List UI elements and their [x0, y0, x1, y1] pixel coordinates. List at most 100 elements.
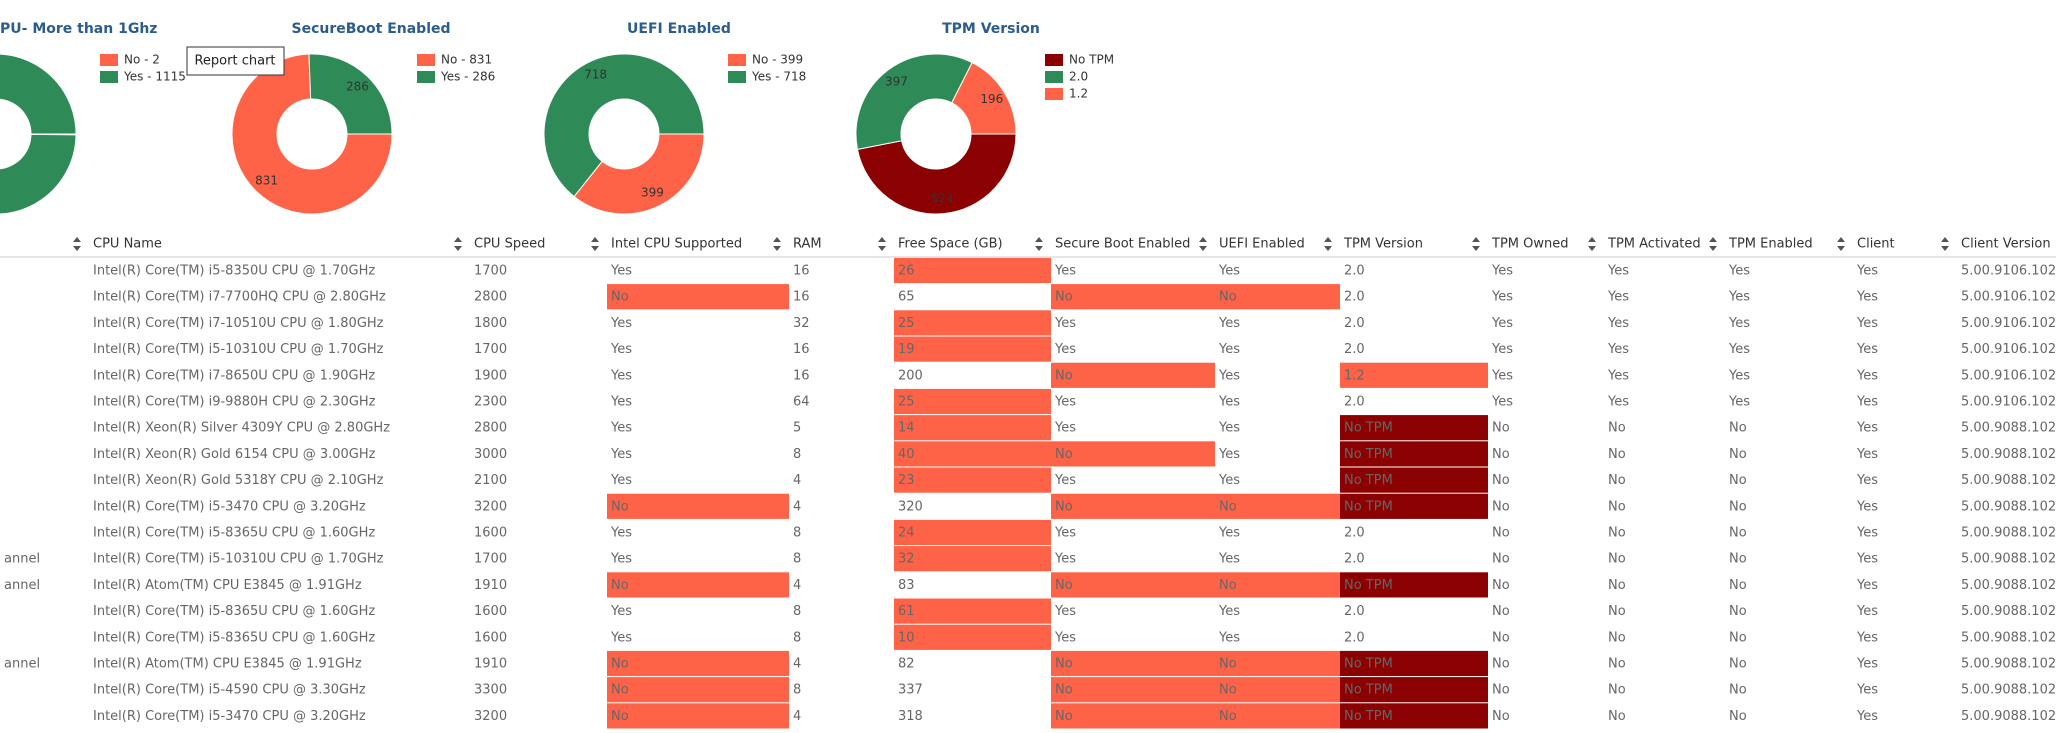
table-cell: No	[1055, 447, 1073, 462]
sort-icon[interactable]	[73, 237, 81, 251]
column-header[interactable]: TPM Owned	[1491, 237, 1568, 252]
sort-icon[interactable]	[1588, 237, 1596, 251]
table-cell: Yes	[1856, 578, 1878, 593]
table-cell: No	[1492, 499, 1510, 514]
column-header[interactable]: TPM Activated	[1607, 237, 1701, 252]
table-cell: 3000	[474, 447, 507, 462]
table-cell: 4	[793, 473, 801, 488]
table-cell: 1900	[474, 368, 507, 383]
column-header[interactable]: Client Version	[1961, 237, 2051, 252]
column-header[interactable]: RAM	[793, 237, 822, 252]
table-cell: 1910	[474, 657, 507, 672]
column-header[interactable]: CPU Speed	[474, 237, 545, 252]
table-cell: No	[1608, 578, 1626, 593]
table-cell: No	[1608, 447, 1626, 462]
table-cell: Yes	[1218, 368, 1240, 383]
sort-icon[interactable]	[1472, 237, 1480, 251]
legend-label: No - 831	[441, 53, 492, 67]
column-header[interactable]: CPU Name	[93, 237, 162, 252]
cell-highlight	[607, 703, 789, 729]
table-cell: Yes	[1218, 552, 1240, 567]
table-cell: 2.0	[1344, 604, 1365, 619]
table-cell: 4	[793, 657, 801, 672]
chart-title: SecureBoot Enabled	[291, 21, 450, 37]
cell-highlight	[1051, 650, 1215, 677]
table-cell: Yes	[1054, 264, 1076, 279]
column-header[interactable]: UEFI Enabled	[1219, 237, 1305, 252]
legend-swatch	[417, 54, 435, 66]
table-cell: Yes	[610, 526, 632, 541]
table-cell: Intel(R) Core(TM) i7-8650U CPU @ 1.90GHz	[93, 368, 375, 383]
table-cell: Yes	[1728, 316, 1750, 331]
table-cell: annel	[4, 552, 40, 567]
table-cell: No	[611, 290, 629, 305]
pie-slice	[543, 53, 705, 198]
legend-label: No - 2	[124, 53, 160, 67]
table-cell: 2800	[474, 421, 507, 436]
sort-icon[interactable]	[1324, 237, 1332, 251]
table-cell: No	[1055, 683, 1073, 698]
column-header[interactable]: Intel CPU Supported	[611, 237, 742, 252]
table-cell: No	[1729, 421, 1747, 436]
table-cell: 65	[898, 290, 915, 305]
table-cell: 1800	[474, 316, 507, 331]
sort-icon[interactable]	[454, 237, 462, 251]
table-cell: 83	[898, 578, 915, 593]
sort-icon[interactable]	[773, 237, 781, 251]
sort-icon[interactable]	[1035, 237, 1043, 251]
table-cell: Yes	[1054, 630, 1076, 645]
table-cell: Yes	[1218, 264, 1240, 279]
sort-icon[interactable]	[878, 237, 886, 251]
table-cell: Intel(R) Xeon(R) Gold 6154 CPU @ 3.00GHz	[93, 447, 376, 462]
table-cell: Intel(R) Core(TM) i5-8350U CPU @ 1.70GHz	[93, 264, 375, 279]
table-cell: 16	[793, 264, 810, 279]
table-cell: No	[1492, 657, 1510, 672]
sort-icon[interactable]	[1709, 237, 1717, 251]
table-cell: Intel(R) Core(TM) i5-4590 CPU @ 3.30GHz	[93, 683, 366, 698]
table-cell: No	[1608, 630, 1626, 645]
table-cell: Yes	[610, 395, 632, 410]
table-cell: 26	[898, 264, 915, 279]
table-cell: 5.00.9106.1022	[1961, 316, 2056, 331]
table-cell: 25	[898, 395, 915, 410]
charts-area: PU- More than 1Ghz2No - 21115Yes - 1115S…	[0, 21, 1114, 215]
cell-highlight	[894, 388, 1051, 415]
table-cell: No	[1729, 604, 1747, 619]
table-cell: Yes	[1491, 316, 1513, 331]
sort-icon[interactable]	[1941, 237, 1949, 251]
pie-slice	[951, 61, 1017, 135]
cell-highlight	[1051, 703, 1215, 729]
sort-icon[interactable]	[1199, 237, 1207, 251]
cell-highlight	[1340, 572, 1488, 598]
column-header[interactable]: Secure Boot Enabled	[1055, 237, 1190, 252]
column-header[interactable]: TPM Enabled	[1728, 237, 1813, 252]
table-cell: 1700	[474, 264, 507, 279]
table-cell: No TPM	[1344, 421, 1393, 436]
table-cell: 3300	[474, 683, 507, 698]
legend-swatch	[100, 71, 118, 83]
table-cell: 5.00.9088.1025	[1961, 657, 2056, 672]
table-cell: Intel(R) Core(TM) i9-9880H CPU @ 2.30GHz	[93, 395, 376, 410]
table-cell: Yes	[1607, 342, 1629, 357]
table-cell: Yes	[1218, 630, 1240, 645]
table-cell: Intel(R) Atom(TM) CPU E3845 @ 1.91GHz	[93, 578, 362, 593]
column-header[interactable]: TPM Version	[1343, 237, 1423, 252]
column-header[interactable]: Client	[1857, 237, 1895, 252]
cell-highlight	[894, 415, 1051, 441]
legend-label: Yes - 286	[440, 70, 495, 84]
sort-icon[interactable]	[1837, 237, 1845, 251]
column-header[interactable]: Free Space (GB)	[898, 237, 1003, 252]
table-cell: Yes	[1728, 290, 1750, 305]
table-cell: 5.00.9088.1025	[1961, 604, 2056, 619]
table-cell: 1910	[474, 578, 507, 593]
table-cell: 2.0	[1344, 342, 1365, 357]
table-cell: Intel(R) Core(TM) i7-7700HQ CPU @ 2.80GH…	[93, 290, 386, 305]
cell-highlight	[894, 546, 1051, 572]
sort-icon[interactable]	[591, 237, 599, 251]
table-cell: 5.00.9088.1025	[1961, 683, 2056, 698]
table-cell: 320	[898, 499, 923, 514]
table-cell: Yes	[1607, 316, 1629, 331]
table-cell: No	[1219, 290, 1237, 305]
legend-label: 2.0	[1069, 70, 1088, 84]
table-cell: No	[1055, 368, 1073, 383]
